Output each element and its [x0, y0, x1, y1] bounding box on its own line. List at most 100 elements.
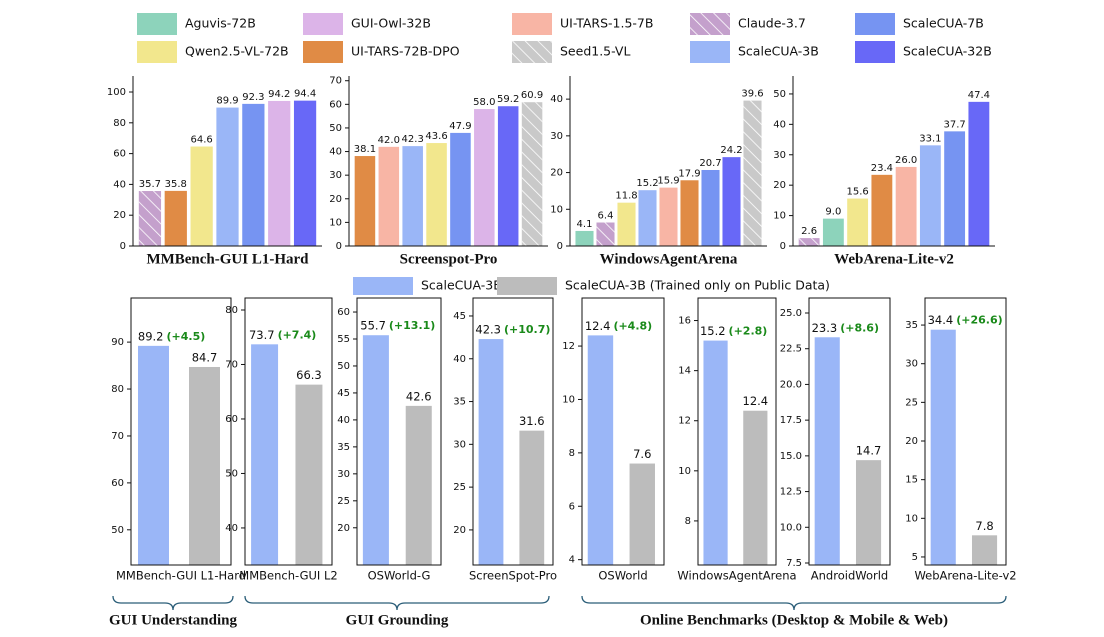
bar	[968, 101, 990, 246]
y-tick-label: 55	[337, 334, 350, 345]
y-tick-label: 40	[329, 147, 342, 158]
bar	[378, 146, 400, 246]
y-tick-label: 8	[569, 448, 575, 459]
legend-label: ScaleCUA-7B	[903, 16, 984, 31]
y-tick-label: 20	[773, 180, 786, 191]
y-tick-label: 70	[225, 359, 238, 370]
chart-title: WindowsAgentArena	[600, 251, 738, 267]
value-label: 35.7	[139, 179, 161, 190]
y-tick-label: 30	[329, 170, 342, 181]
bar	[743, 410, 768, 565]
value-label: 15.2	[636, 178, 658, 189]
y-tick-label: 20.0	[780, 379, 802, 390]
value-label: 2.6	[801, 226, 817, 237]
value-label: 4.1	[577, 219, 593, 230]
y-tick-label: 35	[905, 320, 918, 331]
y-tick-label: 50	[225, 468, 238, 479]
x-axis-label: MMBench-GUI L1-Hard	[116, 569, 246, 583]
bar	[847, 198, 869, 246]
y-tick-label: 10.0	[780, 522, 802, 533]
bar	[659, 187, 678, 246]
value-label: 66.3	[296, 368, 322, 382]
y-tick-label: 7.5	[786, 558, 802, 569]
bar	[971, 535, 998, 565]
legend-label: ScaleCUA-3B	[738, 44, 819, 59]
x-axis-label: OSWorld	[598, 569, 647, 583]
y-tick-label: 80	[113, 118, 126, 129]
x-axis-label: OSWorld-G	[368, 569, 431, 583]
legend-swatch	[137, 13, 177, 35]
y-tick-label: 30	[453, 439, 466, 450]
bar	[293, 100, 317, 246]
value-label: 33.1	[919, 133, 941, 144]
bar	[638, 190, 657, 246]
value-label: 89.9	[216, 96, 238, 107]
y-tick-label: 70	[111, 431, 124, 442]
bar	[680, 180, 699, 246]
y-tick-label: 16	[678, 316, 691, 327]
gain-annotation: (+4.8)	[613, 319, 652, 332]
bar	[354, 156, 376, 246]
group-label: GUI Understanding	[109, 612, 237, 628]
group-brace	[244, 595, 550, 611]
legend-label: UI-TARS-72B-DPO	[351, 44, 460, 59]
y-tick-label: 20	[337, 523, 350, 534]
y-tick-label: 22.5	[780, 344, 802, 355]
y-tick-label: 50	[111, 525, 124, 536]
value-label: 39.6	[741, 89, 763, 100]
y-tick-label: 40	[337, 415, 350, 426]
value-label: 38.1	[354, 144, 376, 155]
axes-frame	[697, 297, 777, 566]
y-tick-label: 60	[337, 307, 350, 318]
value-label: 64.6	[191, 135, 213, 146]
legend-label: ScaleCUA-32B	[903, 44, 992, 59]
bar	[587, 335, 614, 565]
y-tick-label: 12	[562, 341, 575, 352]
axes-frame	[808, 297, 891, 566]
bar-hatch	[138, 191, 162, 246]
y-tick-label: 80	[225, 305, 238, 316]
value-label: 7.8	[975, 519, 993, 533]
axes-frame	[130, 297, 232, 566]
value-label: 59.2	[497, 94, 519, 105]
chart-title: Screenspot-Pro	[400, 251, 498, 267]
y-tick-label: 20	[550, 168, 563, 179]
legend-label: UI-TARS-1.5-7B	[560, 16, 653, 31]
value-label: 35.8	[165, 179, 187, 190]
legend-label: GUI-Owl-32B	[351, 16, 431, 31]
y-tick-label: 35	[337, 442, 350, 453]
y-tick-label: 5	[912, 552, 918, 563]
bar	[617, 202, 636, 246]
y-tick-label: 50	[773, 89, 786, 100]
bar	[138, 345, 169, 565]
bar	[190, 146, 213, 246]
y-tick-label: 0	[336, 241, 342, 252]
value-label: 94.2	[268, 89, 290, 100]
legend-label: Claude-3.7	[738, 16, 806, 31]
bar	[189, 366, 220, 565]
bar	[855, 460, 882, 565]
gain-annotation: (+26.6)	[956, 314, 1002, 327]
bar	[474, 109, 495, 246]
value-label: 47.9	[449, 121, 471, 132]
value-label: 15.2	[700, 324, 726, 338]
y-tick-label: 30	[773, 150, 786, 161]
x-axis-label: WebArena-Lite-v2	[914, 569, 1016, 583]
y-tick-label: 10	[329, 217, 342, 228]
x-axis-label: AndroidWorld	[811, 569, 888, 583]
y-tick-label: 40	[225, 523, 238, 534]
bar-hatch	[596, 222, 615, 246]
bar	[930, 329, 956, 565]
value-label: 12.4	[585, 319, 611, 333]
value-label: 24.2	[720, 145, 742, 156]
y-tick-label: 60	[111, 478, 124, 489]
axes-frame	[244, 297, 333, 566]
bar	[822, 218, 844, 246]
bar	[871, 174, 893, 246]
y-tick-label: 10	[905, 513, 918, 524]
legend-swatch	[353, 277, 413, 295]
bar	[478, 339, 504, 565]
bar	[575, 230, 594, 246]
y-tick-label: 90	[111, 337, 124, 348]
